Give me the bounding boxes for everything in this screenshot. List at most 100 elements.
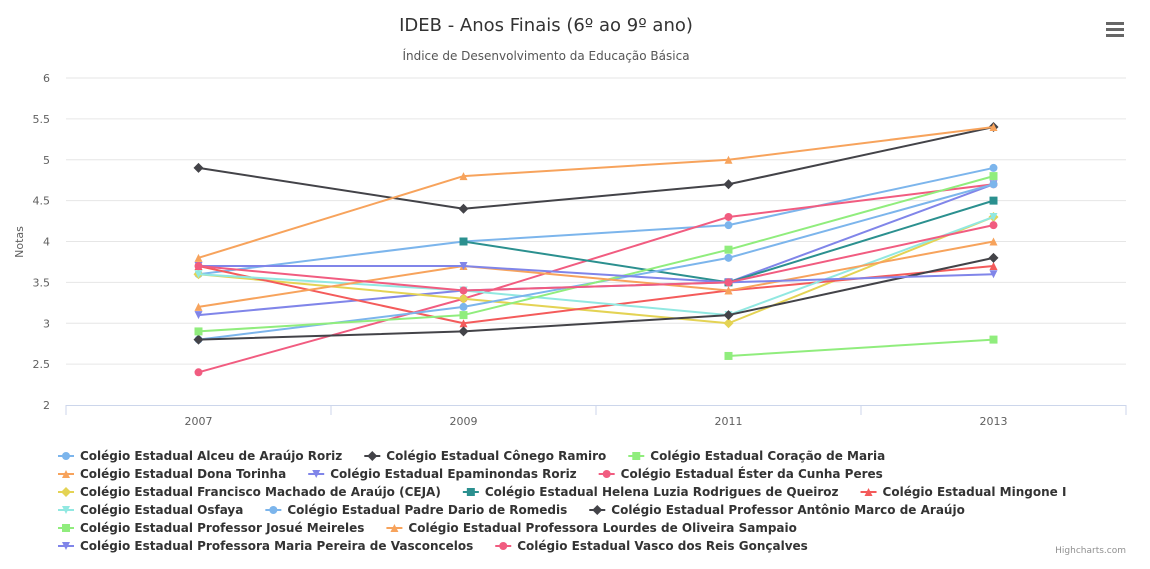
legend-label: Colégio Estadual Vasco dos Reis Gonçalve… [517, 539, 808, 553]
data-point[interactable] [459, 262, 468, 271]
data-point[interactable] [989, 212, 998, 221]
legend-item[interactable]: Colégio Estadual Vasco dos Reis Gonçalve… [495, 539, 808, 553]
chart-subtitle: Índice de Desenvolvimento da Educação Bá… [402, 48, 689, 63]
data-point[interactable] [723, 318, 734, 329]
data-point[interactable] [193, 162, 204, 173]
data-point[interactable] [194, 311, 203, 320]
data-point[interactable] [194, 302, 203, 311]
data-point[interactable] [989, 237, 998, 246]
legend-symbol-marker[interactable] [62, 452, 70, 460]
data-point[interactable] [989, 262, 998, 271]
legend-item[interactable]: Colégio Estadual Dona Torinha [58, 467, 286, 481]
series-line [198, 224, 994, 292]
x-tick-label: 2007 [185, 415, 213, 428]
data-point[interactable] [989, 196, 998, 205]
legend-label: Colégio Estadual Mingone I [883, 485, 1067, 499]
series-line [198, 183, 994, 317]
legend-item[interactable]: Colégio Estadual Francisco Machado de Ar… [58, 485, 441, 499]
data-point[interactable] [723, 310, 734, 321]
legend-label: Colégio Estadual Coração de Maria [650, 449, 885, 463]
legend-label: Colégio Estadual Professor Antônio Marco… [611, 503, 965, 517]
data-point[interactable] [459, 311, 468, 320]
data-point[interactable] [458, 326, 469, 337]
data-point[interactable] [989, 221, 998, 230]
data-point[interactable] [989, 335, 998, 344]
data-point[interactable] [194, 270, 203, 279]
legend-symbol-marker[interactable] [62, 542, 70, 550]
data-point[interactable] [989, 172, 998, 181]
legend-label: Colégio Estadual Professora Maria Pereir… [80, 539, 473, 553]
legend: Colégio Estadual Alceu de Araújo Roriz Co… [58, 449, 1066, 553]
legend-item[interactable]: Colégio Estadual Professora Maria Pereir… [58, 539, 473, 553]
legend-label: Colégio Estadual Dona Torinha [80, 467, 286, 481]
data-point[interactable] [194, 327, 203, 336]
y-axis: 2 2.5 3 3.5 4 4.5 5 5.5 6 [33, 72, 51, 412]
legend-symbol-marker[interactable] [62, 506, 70, 514]
y-tick-label: 5 [43, 154, 50, 167]
data-point[interactable] [989, 270, 998, 279]
legend-symbol-marker[interactable] [269, 506, 278, 514]
legend-item[interactable]: Colégio Estadual Éster da Cunha Peres [598, 466, 883, 481]
data-point[interactable] [724, 221, 733, 230]
data-point[interactable] [194, 253, 203, 262]
data-point[interactable] [724, 155, 733, 164]
y-tick-label: 4 [43, 236, 50, 249]
data-point[interactable] [989, 123, 998, 132]
legend-symbol-marker[interactable] [592, 505, 603, 515]
data-point[interactable] [989, 163, 998, 172]
legend-symbol-marker[interactable] [602, 470, 611, 478]
data-point[interactable] [724, 351, 733, 360]
legend-symbol-marker[interactable] [499, 542, 508, 550]
y-tick-label: 6 [43, 72, 50, 85]
data-point[interactable] [723, 179, 734, 190]
legend-item[interactable]: Colégio Estadual Padre Dario de Romedis [265, 503, 567, 517]
data-point[interactable] [458, 203, 469, 214]
legend-symbol-marker[interactable] [864, 488, 873, 496]
legend-symbol-marker[interactable] [61, 487, 71, 497]
data-point[interactable] [724, 278, 733, 287]
legend-symbol-marker[interactable] [62, 470, 70, 478]
series-line [198, 166, 994, 276]
data-point[interactable] [988, 252, 999, 263]
legend-label: Colégio Estadual Padre Dario de Romedis [287, 503, 567, 517]
legend-symbol-marker[interactable] [390, 524, 399, 532]
data-point[interactable] [193, 334, 204, 345]
hamburger-menu-icon[interactable] [1103, 18, 1127, 40]
y-tick-label: 2 [43, 399, 50, 412]
legend-item[interactable]: Colégio Estadual Osfaya [58, 503, 243, 517]
data-point[interactable] [194, 368, 203, 377]
legend-item[interactable]: Colégio Estadual Cônego Ramiro [364, 449, 606, 463]
legend-item[interactable]: Colégio Estadual Alceu de Araújo Roriz [58, 449, 342, 463]
legend-item[interactable]: Colégio Estadual Helena Luzia Rodrigues … [462, 485, 839, 499]
series-line [198, 126, 994, 210]
data-point[interactable] [459, 172, 468, 181]
legend-label: Colégio Estadual Professora Lourdes de O… [408, 521, 796, 535]
data-point[interactable] [989, 180, 998, 189]
legend-item[interactable]: Colégio Estadual Mingone I [860, 485, 1067, 499]
data-point[interactable] [724, 286, 733, 295]
legend-symbol-marker[interactable] [62, 524, 70, 532]
legend-symbol-marker[interactable] [632, 452, 641, 460]
data-point[interactable] [724, 212, 733, 221]
x-tick-label: 2011 [715, 415, 743, 428]
data-point[interactable] [194, 262, 203, 271]
legend-symbol-marker[interactable] [312, 470, 321, 478]
credits-link[interactable]: Highcharts.com [1055, 546, 1126, 556]
data-point[interactable] [458, 293, 469, 304]
series-2 [724, 335, 998, 360]
data-point[interactable] [459, 302, 468, 311]
legend-item[interactable]: Colégio Estadual Coração de Maria [628, 449, 885, 463]
data-point[interactable] [459, 237, 468, 246]
legend-item[interactable]: Colégio Estadual Professor Antônio Marco… [589, 503, 965, 517]
data-point[interactable] [724, 253, 733, 262]
legend-item[interactable]: Colégio Estadual Professor Josué Meirele… [58, 521, 364, 535]
legend-item[interactable]: Colégio Estadual Professora Lourdes de O… [386, 521, 797, 535]
legend-symbol-marker[interactable] [367, 451, 378, 461]
legend-symbol-marker[interactable] [466, 488, 475, 496]
data-point[interactable] [459, 319, 468, 328]
legend-label: Colégio Estadual Epaminondas Roriz [330, 467, 576, 481]
data-point[interactable] [459, 286, 468, 295]
legend-item[interactable]: Colégio Estadual Epaminondas Roriz [308, 467, 577, 481]
data-point[interactable] [724, 245, 733, 254]
